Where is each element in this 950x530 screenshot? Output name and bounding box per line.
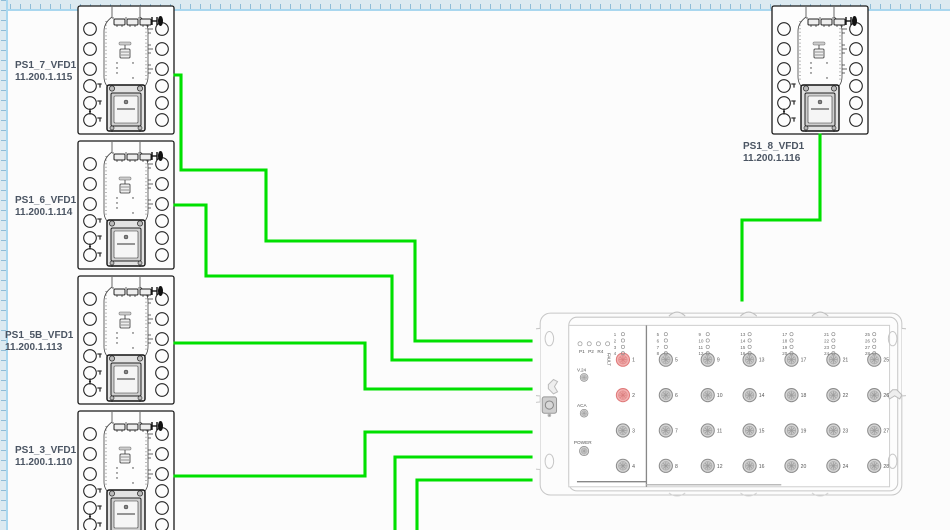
svg-text:27: 27 — [883, 429, 889, 435]
svg-text:15: 15 — [740, 345, 745, 350]
svg-text:9: 9 — [717, 358, 720, 364]
svg-text:3: 3 — [632, 429, 635, 435]
svg-text:POWER: POWER — [574, 440, 592, 445]
svg-text:17: 17 — [801, 358, 807, 364]
svg-text:V.24: V.24 — [577, 367, 587, 372]
svg-text:5: 5 — [675, 358, 678, 364]
svg-text:26: 26 — [865, 339, 870, 344]
svg-text:1: 1 — [632, 358, 635, 364]
svg-text:R4: R4 — [597, 349, 603, 354]
svg-text:27: 27 — [865, 345, 870, 350]
svg-text:18: 18 — [801, 393, 807, 399]
svg-text:6: 6 — [675, 393, 678, 399]
svg-text:19: 19 — [782, 345, 787, 350]
svg-text:10: 10 — [717, 393, 723, 399]
svg-text:23: 23 — [843, 429, 849, 435]
svg-text:22: 22 — [824, 339, 829, 344]
svg-text:FAULT: FAULT — [607, 353, 612, 366]
svg-text:12: 12 — [717, 464, 723, 470]
svg-text:21: 21 — [843, 358, 849, 364]
svg-text:24: 24 — [843, 464, 849, 470]
svg-text:15: 15 — [759, 429, 765, 435]
svg-text:25: 25 — [865, 332, 870, 337]
svg-text:14: 14 — [740, 339, 745, 344]
svg-text:20: 20 — [801, 464, 807, 470]
svg-text:7: 7 — [675, 429, 678, 435]
svg-text:13: 13 — [740, 332, 745, 337]
svg-text:8: 8 — [675, 464, 678, 470]
svg-text:13: 13 — [759, 358, 765, 364]
svg-text:25: 25 — [883, 358, 889, 364]
svg-text:28: 28 — [883, 464, 889, 470]
svg-text:10: 10 — [699, 339, 704, 344]
svg-text:22: 22 — [843, 393, 849, 399]
svg-text:P2: P2 — [588, 349, 594, 354]
svg-text:26: 26 — [883, 393, 889, 399]
svg-text:ACA: ACA — [577, 403, 588, 408]
svg-text:P1: P1 — [579, 349, 585, 354]
svg-text:4: 4 — [632, 464, 635, 470]
svg-text:19: 19 — [801, 429, 807, 435]
svg-text:24: 24 — [824, 351, 829, 356]
svg-text:23: 23 — [824, 345, 829, 350]
svg-text:21: 21 — [824, 332, 829, 337]
svg-text:18: 18 — [782, 339, 787, 344]
svg-text:14: 14 — [759, 393, 765, 399]
svg-text:20: 20 — [782, 351, 787, 356]
svg-text:12: 12 — [699, 351, 704, 356]
svg-text:17: 17 — [782, 332, 787, 337]
svg-text:11: 11 — [699, 345, 704, 350]
svg-text:11: 11 — [717, 429, 722, 435]
svg-text:16: 16 — [740, 351, 745, 356]
svg-text:28: 28 — [865, 351, 870, 356]
svg-text:16: 16 — [759, 464, 765, 470]
svg-text:2: 2 — [632, 393, 635, 399]
